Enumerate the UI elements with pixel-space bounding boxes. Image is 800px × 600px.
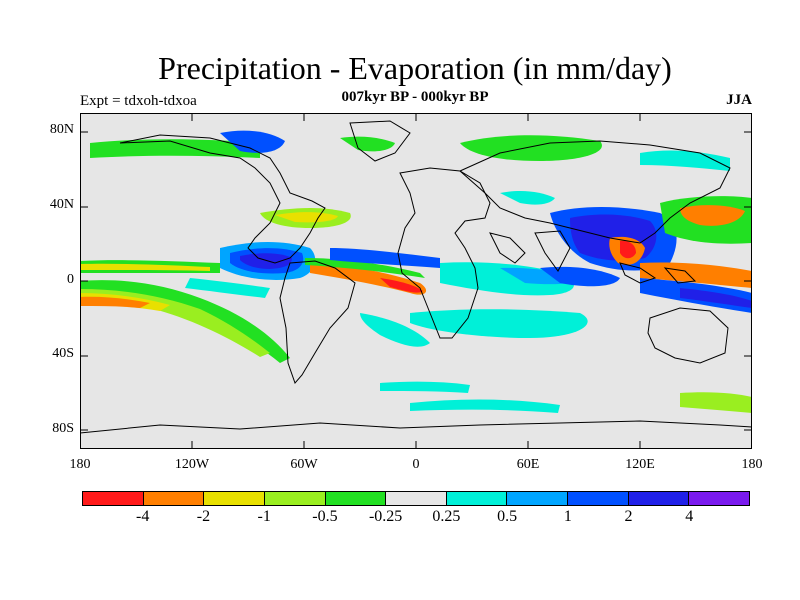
colorbar-swatch bbox=[325, 492, 387, 505]
colorbar-swatch bbox=[628, 492, 690, 505]
lon-label-180e: 180 bbox=[741, 457, 763, 472]
lon-label-60e: 60E bbox=[516, 457, 540, 472]
colorbar-label: 4 bbox=[685, 508, 694, 525]
lat-label-0: 0 bbox=[67, 272, 74, 287]
colorbar-label: -1 bbox=[257, 508, 271, 525]
colorbar-swatch bbox=[264, 492, 326, 505]
lon-label-120w: 120W bbox=[174, 457, 210, 472]
colorbar-label: -0.25 bbox=[368, 508, 403, 525]
lat-label-80n: 80N bbox=[49, 122, 74, 137]
lon-label-60w: 60W bbox=[290, 457, 318, 472]
coastlines bbox=[80, 120, 752, 434]
colorbar-swatch bbox=[386, 492, 447, 505]
season-label: JJA bbox=[726, 92, 752, 108]
colorbar-swatch bbox=[507, 492, 569, 505]
colorbar-swatch bbox=[204, 492, 265, 505]
colorbar-label: -0.5 bbox=[312, 508, 338, 525]
lon-label-180w: 180 bbox=[69, 457, 91, 472]
anomaly-fields bbox=[80, 130, 752, 413]
colorbar-label: 0.5 bbox=[497, 508, 518, 525]
pe-difference-map bbox=[80, 113, 752, 449]
colorbar-label: 2 bbox=[624, 508, 633, 525]
lon-label-0: 0 bbox=[412, 457, 420, 472]
lat-label-40s: 40S bbox=[52, 346, 74, 361]
chart-title: Precipitation - Evaporation (in mm/day) bbox=[158, 50, 672, 86]
lat-label-40n: 40N bbox=[49, 197, 74, 212]
colorbar-swatch bbox=[143, 492, 205, 505]
chart-subtitle: 007kyr BP - 000kyr BP bbox=[341, 89, 489, 105]
colorbar-label: 0.25 bbox=[432, 508, 461, 525]
colorbar-label: -4 bbox=[136, 508, 150, 525]
colorbar-swatch bbox=[446, 492, 508, 505]
lon-label-120e: 120E bbox=[625, 457, 655, 472]
colorbar-label: 1 bbox=[563, 508, 572, 525]
colorbar-swatch bbox=[83, 492, 144, 505]
colorbar-swatch bbox=[568, 492, 629, 505]
experiment-label: Expt = tdxoh-tdxoa bbox=[80, 93, 197, 109]
colorbar-label: -2 bbox=[196, 508, 211, 525]
axis-ticks bbox=[80, 113, 752, 449]
lat-label-80s: 80S bbox=[52, 421, 74, 436]
colorbar-swatch bbox=[689, 492, 750, 505]
colorbar bbox=[82, 491, 750, 506]
